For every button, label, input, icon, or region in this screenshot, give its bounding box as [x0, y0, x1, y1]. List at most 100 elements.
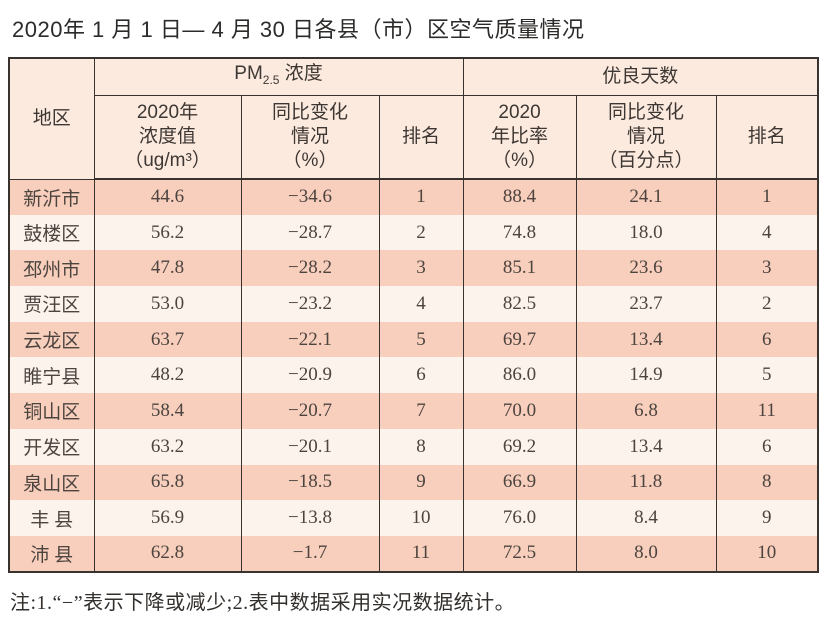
pm25-change-cell: −34.6	[240, 179, 380, 215]
air-quality-table: 地区 PM2.5 浓度 优良天数 2020年 浓度值 （ug/m³） 同比变化 …	[8, 57, 820, 573]
good-ratio-cell: 76.0	[462, 500, 577, 536]
region-cell: 睢宁县	[8, 357, 95, 394]
pm25-rank-cell: 2	[378, 214, 464, 251]
good-change-cell: 11.8	[575, 464, 717, 501]
header-good-rank: 排名	[715, 95, 819, 180]
good-rank-cell: 6	[715, 321, 819, 358]
pm25-rank-cell: 8	[378, 428, 464, 465]
pm25-rank-cell: 10	[378, 500, 464, 536]
good-rank-cell: 5	[715, 357, 819, 394]
good-change-cell: 6.8	[575, 393, 717, 429]
pm25-label-suffix: 浓度	[279, 62, 323, 84]
good-change-cell: 13.4	[575, 428, 717, 465]
table-row: 贾汪区 53.0 −23.2 4 82.5 23.7 2	[8, 286, 819, 322]
good-change-cell: 8.0	[575, 535, 717, 572]
region-cell: 云龙区	[8, 321, 95, 358]
page-title: 2020年 1 月 1 日— 4 月 30 日各县（市）区空气质量情况	[12, 17, 585, 42]
pm25-change-cell: −13.8	[240, 500, 380, 536]
table-row: 邳州市 47.8 −28.2 3 85.1 23.6 3	[8, 250, 819, 287]
region-cell: 丰 县	[8, 500, 95, 536]
region-cell: 鼓楼区	[8, 214, 95, 251]
pm25-change-cell: −1.7	[240, 535, 380, 572]
good-change-cell: 14.9	[575, 357, 717, 394]
good-ratio-cell: 66.9	[462, 464, 577, 501]
good-ratio-cell: 72.5	[462, 535, 577, 572]
table-row: 新沂市 44.6 −34.6 1 88.4 24.1 1	[8, 179, 819, 215]
region-cell: 开发区	[8, 428, 95, 465]
header-pm25-group: PM2.5 浓度	[93, 58, 464, 96]
pm25-rank-cell: 9	[378, 464, 464, 501]
pm25-change-cell: −28.7	[240, 214, 380, 251]
pm25-value-cell: 63.2	[93, 428, 242, 465]
good-ratio-cell: 82.5	[462, 286, 577, 322]
header-pm25-value: 2020年 浓度值 （ug/m³）	[93, 95, 242, 180]
pm25-value-cell: 47.8	[93, 250, 242, 287]
pm25-rank-cell: 6	[378, 357, 464, 394]
pm25-value-cell: 53.0	[93, 286, 242, 322]
pm25-subscript: 2.5	[262, 72, 280, 87]
table-row: 云龙区 63.7 −22.1 5 69.7 13.4 6	[8, 321, 819, 358]
header-good-days-group: 优良天数	[462, 58, 819, 96]
pm25-rank-cell: 5	[378, 321, 464, 358]
pm25-change-cell: −28.2	[240, 250, 380, 287]
pm25-value-cell: 65.8	[93, 464, 242, 501]
pm25-change-cell: −20.7	[240, 393, 380, 429]
good-ratio-cell: 70.0	[462, 393, 577, 429]
header-region: 地区	[8, 58, 95, 180]
good-ratio-cell: 69.7	[462, 321, 577, 358]
table-row: 丰 县 56.9 −13.8 10 76.0 8.4 9	[8, 500, 819, 536]
region-cell: 贾汪区	[8, 286, 95, 322]
region-cell: 新沂市	[8, 179, 95, 215]
table-header: 地区 PM2.5 浓度 优良天数 2020年 浓度值 （ug/m³） 同比变化 …	[8, 58, 819, 180]
region-cell: 泉山区	[8, 464, 95, 501]
pm25-value-cell: 48.2	[93, 357, 242, 394]
header-good-change: 同比变化 情况 （百分点）	[575, 95, 717, 180]
pm25-value-cell: 56.9	[93, 500, 242, 536]
pm25-value-cell: 58.4	[93, 393, 242, 429]
good-change-cell: 23.7	[575, 286, 717, 322]
table-row: 沛 县 62.8 −1.7 11 72.5 8.0 10	[8, 535, 819, 572]
good-change-cell: 8.4	[575, 500, 717, 536]
good-change-cell: 23.6	[575, 250, 717, 287]
good-rank-cell: 1	[715, 179, 819, 215]
footnote: 注:1.“−”表示下降或减少;2.表中数据采用实况数据统计。	[10, 591, 516, 614]
header-pm25-rank: 排名	[378, 95, 464, 180]
region-cell: 邳州市	[8, 250, 95, 287]
pm25-change-cell: −20.1	[240, 428, 380, 465]
good-ratio-cell: 69.2	[462, 428, 577, 465]
good-change-cell: 18.0	[575, 214, 717, 251]
region-cell: 沛 县	[8, 535, 95, 572]
header-pm25-change: 同比变化 情况 （%）	[240, 95, 380, 180]
good-rank-cell: 11	[715, 393, 819, 429]
good-change-cell: 24.1	[575, 179, 717, 215]
pm25-change-cell: −20.9	[240, 357, 380, 394]
pm25-rank-cell: 1	[378, 179, 464, 215]
region-cell: 铜山区	[8, 393, 95, 429]
good-ratio-cell: 86.0	[462, 357, 577, 394]
table-row: 睢宁县 48.2 −20.9 6 86.0 14.9 5	[8, 357, 819, 394]
pm25-rank-cell: 11	[378, 535, 464, 572]
pm25-rank-cell: 3	[378, 250, 464, 287]
header-good-ratio: 2020 年比率 （%）	[462, 95, 577, 180]
good-rank-cell: 4	[715, 214, 819, 251]
pm25-change-cell: −18.5	[240, 464, 380, 501]
good-ratio-cell: 85.1	[462, 250, 577, 287]
good-rank-cell: 9	[715, 500, 819, 536]
pm25-value-cell: 62.8	[93, 535, 242, 572]
good-change-cell: 13.4	[575, 321, 717, 358]
table-row: 铜山区 58.4 −20.7 7 70.0 6.8 11	[8, 393, 819, 429]
good-rank-cell: 6	[715, 428, 819, 465]
pm25-value-cell: 44.6	[93, 179, 242, 215]
table-body: 新沂市 44.6 −34.6 1 88.4 24.1 1 鼓楼区 56.2 −2…	[8, 179, 819, 572]
table-row: 鼓楼区 56.2 −28.7 2 74.8 18.0 4	[8, 214, 819, 251]
pm25-change-cell: −22.1	[240, 321, 380, 358]
good-rank-cell: 3	[715, 250, 819, 287]
pm25-rank-cell: 7	[378, 393, 464, 429]
good-rank-cell: 8	[715, 464, 819, 501]
table-row: 泉山区 65.8 −18.5 9 66.9 11.8 8	[8, 464, 819, 501]
header-sub-row: 2020年 浓度值 （ug/m³） 同比变化 情况 （%） 排名 2020 年比…	[9, 95, 819, 180]
good-rank-cell: 2	[715, 286, 819, 322]
good-ratio-cell: 74.8	[462, 214, 577, 251]
good-ratio-cell: 88.4	[462, 179, 577, 215]
